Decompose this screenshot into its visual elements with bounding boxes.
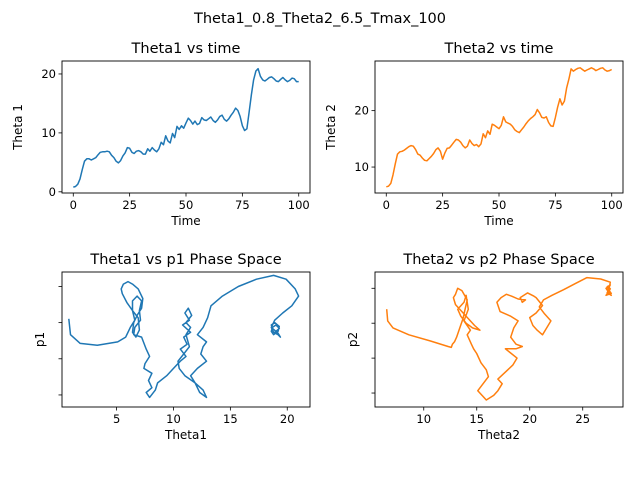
x-tick-label: 25 xyxy=(575,412,590,426)
x-tick-label: 25 xyxy=(435,198,450,212)
subplot-2: 0 25 50 75 100 10 20 Theta2 vs time Time Theta 2 xyxy=(324,41,624,228)
subplot-4: 10 15 20 25 Theta2 vs p2 Phase Space Theta2 p2 xyxy=(346,252,624,442)
axes-frame xyxy=(61,60,311,194)
subplot-title: Theta1 vs p1 Phase Space xyxy=(89,252,281,268)
x-axis-label: Time xyxy=(483,214,513,228)
x-tick-label: 10 xyxy=(166,412,181,426)
y-axis-label: Theta 1 xyxy=(11,104,25,151)
series-line xyxy=(386,67,613,188)
y-tick-label: 10 xyxy=(354,160,369,174)
x-tick-label: 75 xyxy=(548,198,563,212)
x-tick-label: 50 xyxy=(492,198,507,212)
axes-frame xyxy=(61,271,311,408)
x-tick-label: 15 xyxy=(469,412,484,426)
axes-frame xyxy=(374,271,624,408)
x-tick-label: 25 xyxy=(122,198,137,212)
x-axis-label: Theta1 xyxy=(164,428,207,442)
y-tick-label: 10 xyxy=(41,126,56,140)
x-tick-label: 50 xyxy=(179,198,194,212)
subplot-3: 5 10 15 20 Theta1 vs p1 Phase Space Theta1 p1 xyxy=(33,252,311,442)
x-tick-label: 15 xyxy=(223,412,238,426)
figure-suptitle: Theta1_0.8_Theta2_6.5_Tmax_100 xyxy=(193,11,446,27)
y-tick-label: 20 xyxy=(354,104,369,118)
x-tick-label: 0 xyxy=(70,198,77,212)
x-tick-label: 0 xyxy=(383,198,390,212)
y-axis-label: Theta 2 xyxy=(324,104,338,151)
subplot-title: Theta2 vs p2 Phase Space xyxy=(402,252,594,268)
series-line xyxy=(68,274,300,399)
y-axis-label: p1 xyxy=(33,332,47,347)
series-line xyxy=(385,276,613,401)
x-tick-label: 100 xyxy=(288,198,310,212)
subplot-title: Theta1 vs time xyxy=(131,41,241,57)
axes-frame xyxy=(374,60,624,194)
x-axis-label: Theta2 xyxy=(477,428,520,442)
y-axis-label: p2 xyxy=(346,332,360,347)
series-line xyxy=(73,67,299,188)
x-tick-label: 20 xyxy=(522,412,537,426)
x-tick-label: 75 xyxy=(235,198,250,212)
x-tick-label: 20 xyxy=(280,412,295,426)
y-tick-label: 0 xyxy=(49,185,56,199)
x-tick-label: 100 xyxy=(601,198,623,212)
x-axis-label: Time xyxy=(170,214,200,228)
x-tick-label: 5 xyxy=(113,412,120,426)
x-tick-label: 10 xyxy=(416,412,431,426)
subplot-1: 0 25 50 75 100 0 10 20 Theta1 vs time Time Theta 1 xyxy=(11,41,311,228)
subplot-title: Theta2 vs time xyxy=(444,41,554,57)
y-tick-label: 20 xyxy=(41,67,56,81)
